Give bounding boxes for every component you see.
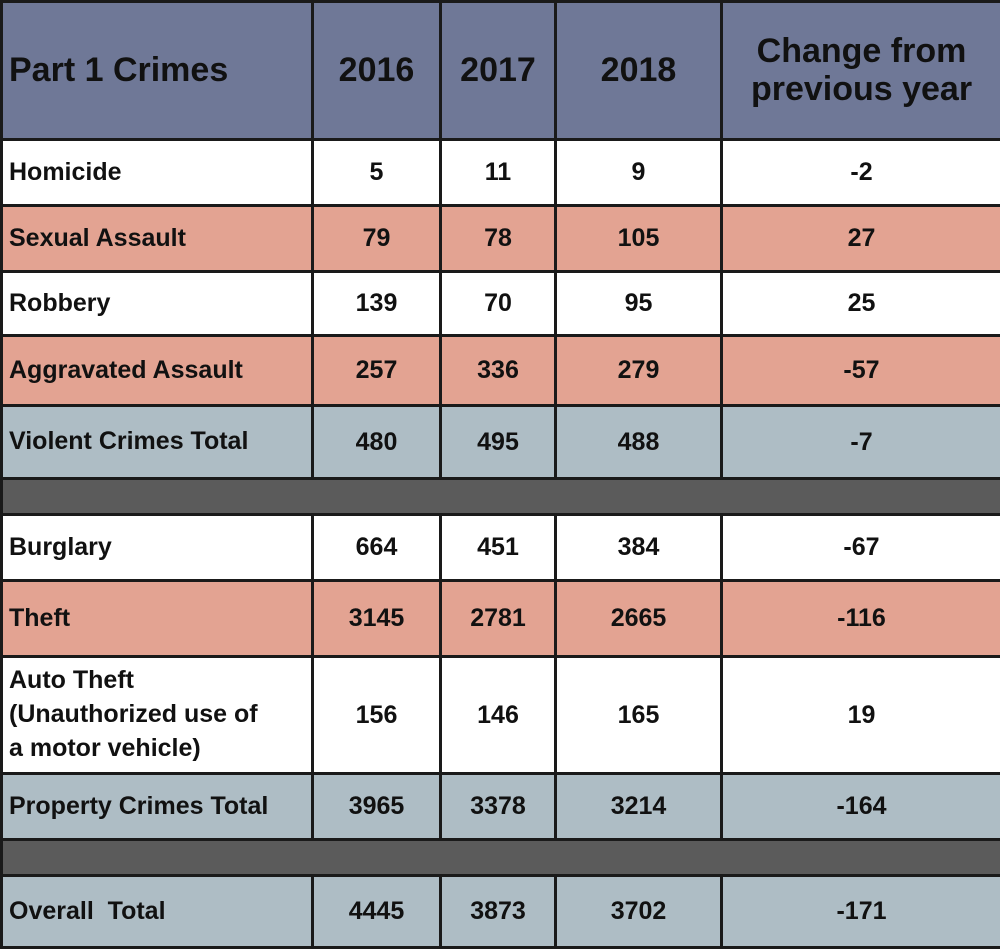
row-label: Violent Crimes Total bbox=[2, 406, 313, 479]
value-2018: 2665 bbox=[556, 581, 722, 657]
value-2017: 3378 bbox=[441, 774, 556, 840]
value-change: -164 bbox=[722, 774, 1000, 840]
value-2016: 79 bbox=[313, 206, 441, 272]
row-label: Sexual Assault bbox=[2, 206, 313, 272]
separator-cell bbox=[2, 479, 1000, 515]
value-2018: 384 bbox=[556, 515, 722, 581]
value-2018: 95 bbox=[556, 272, 722, 336]
value-2016: 3965 bbox=[313, 774, 441, 840]
value-change: -2 bbox=[722, 140, 1000, 206]
value-2017: 70 bbox=[441, 272, 556, 336]
separator-cell bbox=[2, 840, 1000, 876]
value-2018: 488 bbox=[556, 406, 722, 479]
row-label: Robbery bbox=[2, 272, 313, 336]
value-2018: 105 bbox=[556, 206, 722, 272]
row-label: Theft bbox=[2, 581, 313, 657]
header-part1-crimes: Part 1 Crimes bbox=[2, 2, 313, 140]
row-label: Homicide bbox=[2, 140, 313, 206]
value-change: -7 bbox=[722, 406, 1000, 479]
value-2017: 336 bbox=[441, 336, 556, 406]
row-label: Burglary bbox=[2, 515, 313, 581]
value-2016: 257 bbox=[313, 336, 441, 406]
value-2018: 9 bbox=[556, 140, 722, 206]
value-change: -67 bbox=[722, 515, 1000, 581]
value-2018: 165 bbox=[556, 657, 722, 774]
separator-row bbox=[2, 840, 1000, 876]
value-2018: 3214 bbox=[556, 774, 722, 840]
value-change: 25 bbox=[722, 272, 1000, 336]
value-2017: 495 bbox=[441, 406, 556, 479]
header-row: Part 1 Crimes 2016 2017 2018 Change from… bbox=[2, 2, 1000, 140]
value-change: -116 bbox=[722, 581, 1000, 657]
value-change: -57 bbox=[722, 336, 1000, 406]
value-2017: 451 bbox=[441, 515, 556, 581]
header-2018: 2018 bbox=[556, 2, 722, 140]
row-label: Property Crimes Total bbox=[2, 774, 313, 840]
value-2016: 480 bbox=[313, 406, 441, 479]
header-2017: 2017 bbox=[441, 2, 556, 140]
row-label: Aggravated Assault bbox=[2, 336, 313, 406]
row-label: Overall Total bbox=[2, 876, 313, 948]
value-change: 27 bbox=[722, 206, 1000, 272]
value-2016: 3145 bbox=[313, 581, 441, 657]
value-2016: 156 bbox=[313, 657, 441, 774]
value-change: -171 bbox=[722, 876, 1000, 948]
value-2017: 78 bbox=[441, 206, 556, 272]
separator-row bbox=[2, 479, 1000, 515]
value-2018: 3702 bbox=[556, 876, 722, 948]
value-2018: 279 bbox=[556, 336, 722, 406]
value-2017: 3873 bbox=[441, 876, 556, 948]
value-2016: 139 bbox=[313, 272, 441, 336]
value-2017: 2781 bbox=[441, 581, 556, 657]
value-2016: 664 bbox=[313, 515, 441, 581]
value-change: 19 bbox=[722, 657, 1000, 774]
value-2017: 11 bbox=[441, 140, 556, 206]
value-2016: 5 bbox=[313, 140, 441, 206]
value-2016: 4445 bbox=[313, 876, 441, 948]
value-2017: 146 bbox=[441, 657, 556, 774]
header-2016: 2016 bbox=[313, 2, 441, 140]
